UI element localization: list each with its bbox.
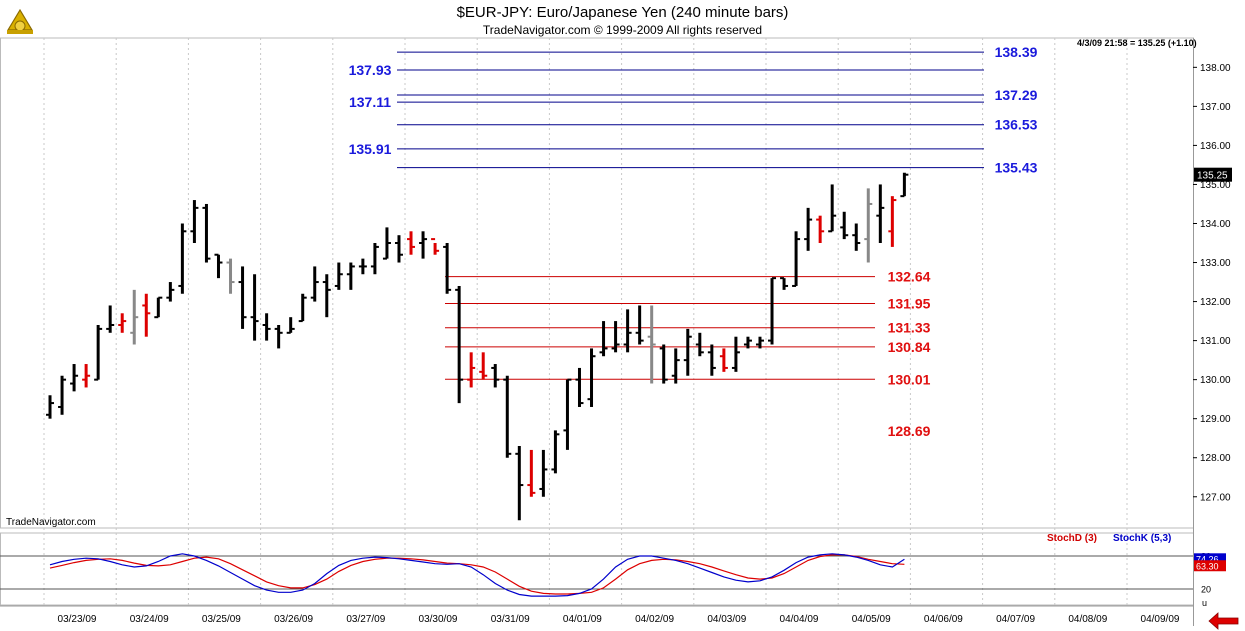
stochd-series-line [49,554,905,595]
stochk-value-box [1194,553,1226,565]
x-tick-label: 04/09/09 [1141,614,1180,625]
support-label: 130.01 [888,371,931,387]
x-tick-label: 04/08/09 [1068,614,1107,625]
resistance-label: 137.11 [349,94,391,110]
y-tick-label: 129.00 [1200,414,1231,425]
last-price-label: 135.25 [1197,171,1228,182]
x-tick-label: 04/06/09 [924,614,963,625]
x-tick-label: 04/05/09 [852,614,891,625]
x-tick-label: 04/04/09 [780,614,819,625]
support-label: 131.33 [888,320,931,336]
resistance-label: 137.29 [995,87,1038,103]
support-label: 130.84 [888,339,931,355]
x-tick-label: 03/23/09 [58,614,97,625]
resistance-label: 137.93 [349,62,392,78]
watermark: TradeNavigator.com [6,517,96,528]
y-tick-label: 128.00 [1200,453,1231,464]
y-tick-label: 132.00 [1200,297,1231,308]
y-tick-label: 127.00 [1200,492,1231,503]
stochd-value-box [1194,560,1226,572]
resistance-label: 135.91 [349,141,392,157]
y-tick-label: 137.00 [1200,102,1231,113]
support-label: 132.64 [888,269,931,285]
x-tick-label: 03/24/09 [130,614,169,625]
resistance-label: 136.53 [995,117,1038,133]
stochk-value-label: 74.26 [1196,554,1219,564]
x-tick-label: 04/07/09 [996,614,1035,625]
resistance-label: 138.39 [995,44,1038,60]
indicator-axis-label: 20 [1201,585,1211,595]
y-tick-label: 131.00 [1200,336,1231,347]
scroll-left-arrow-icon [1208,612,1239,630]
y-tick-label: 130.00 [1200,375,1231,386]
sextant-logo-icon [6,8,34,34]
legend-stochk: StochK (5,3) [1113,533,1172,544]
y-tick-label: 134.00 [1200,219,1231,230]
x-tick-label: 03/26/09 [274,614,313,625]
y-tick-label: 135.00 [1200,180,1231,191]
status-line: 4/3/09 21:58 = 135.25 (+1.10) [1077,38,1197,48]
x-tick-label: 04/02/09 [635,614,674,625]
stochd-value-label: 63.30 [1196,561,1219,571]
chart-title: $EUR-JPY: Euro/Japanese Yen (240 minute … [456,4,789,21]
indicator-panel-frame [0,532,1194,606]
stochk-series-line [49,553,905,597]
chart-subtitle: TradeNavigator.com © 1999-2009 All right… [482,23,763,37]
price-panel-frame [0,37,1194,529]
x-tick-label: 03/30/09 [419,614,458,625]
x-tick-label: 03/25/09 [202,614,241,625]
support-label: 131.95 [888,296,931,312]
y-tick-label: 133.00 [1200,258,1231,269]
x-tick-label: 03/31/09 [491,614,530,625]
corner-mark: u [1202,598,1207,608]
legend-stochd: StochD (3) [1047,533,1097,544]
support-label: 128.69 [888,423,931,439]
resistance-label: 135.43 [995,160,1038,176]
y-tick-label: 138.00 [1200,63,1231,74]
last-price-box [1194,167,1232,182]
y-tick-label: 136.00 [1200,141,1231,152]
x-tick-label: 04/03/09 [707,614,746,625]
x-tick-label: 03/27/09 [346,614,385,625]
x-tick-label: 04/01/09 [563,614,602,625]
